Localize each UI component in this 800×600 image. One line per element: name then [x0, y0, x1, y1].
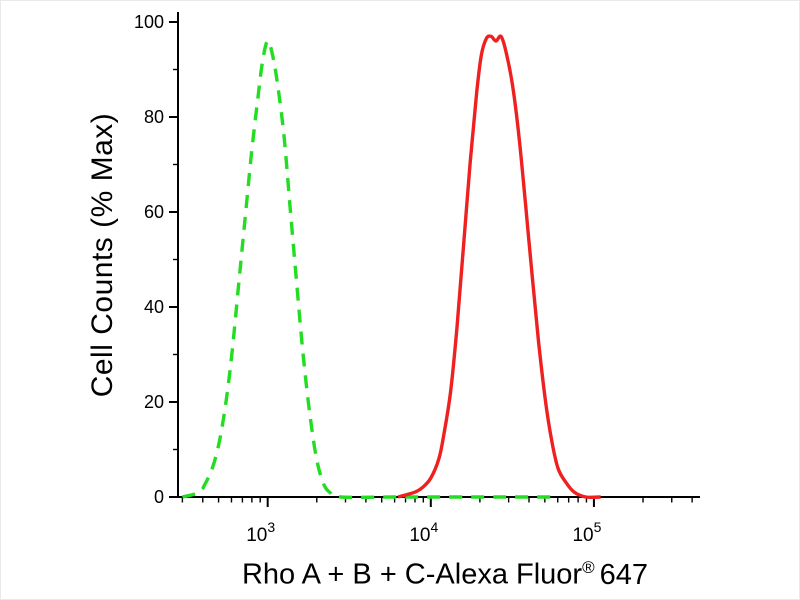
y-tick-label: 60: [144, 202, 164, 222]
x-axis-label-main: Rho A + B + C-Alexa Fluor: [241, 558, 583, 591]
x-tick-label: 104: [409, 519, 438, 546]
registered-trademark-symbol: ®: [582, 558, 595, 577]
y-axis-label: Cell Counts (% Max): [86, 112, 119, 398]
x-axis-label: Rho A + B + C-Alexa Fluor® 647: [180, 558, 710, 592]
y-tick-label: 100: [134, 12, 164, 32]
y-tick-label: 20: [144, 392, 164, 412]
series-curve-control-dashed-green: [181, 39, 558, 500]
x-tick-label: 105: [572, 519, 601, 546]
y-tick-label: 0: [154, 487, 164, 507]
x-axis-label-suffix: 647: [599, 558, 649, 591]
x-tick-label: 103: [246, 519, 275, 546]
series-curve-stained-solid-red: [397, 34, 601, 500]
y-tick-label: 80: [144, 107, 164, 127]
y-tick-label: 40: [144, 297, 164, 317]
